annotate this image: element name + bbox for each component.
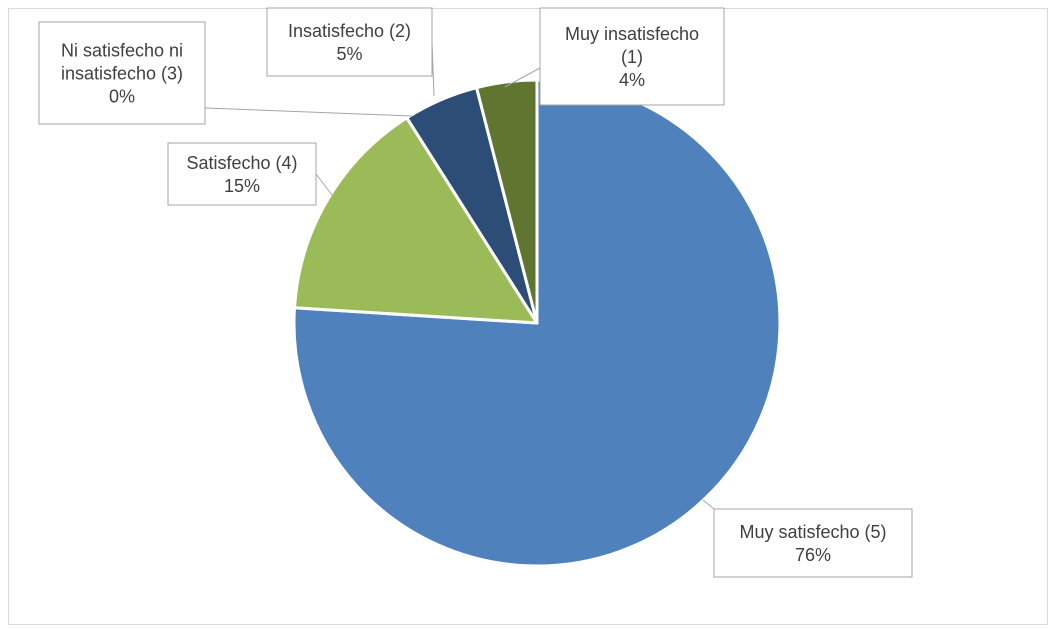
data-label-box (38, 21, 206, 125)
data-label-percent: 5% (336, 44, 362, 64)
data-label-box (539, 7, 725, 106)
data-label-satisfecho: Satisfecho (4) 15% (167, 142, 317, 206)
data-label-percent: 0% (109, 86, 135, 106)
data-label-percent: 4% (619, 70, 645, 90)
pie-slice-muy-insatisfecho (475, 78, 539, 325)
pie-slices (292, 78, 782, 568)
data-labels: Muy satisfecho (5) 76% Satisfecho (4) 15% Ni… (38, 7, 913, 578)
data-label-percent: 15% (224, 176, 260, 196)
data-label-ni-satisfecho-ni-insatisfecho: Ni satisfecho ni insatisfecho (3) 0% (38, 21, 206, 125)
data-label-category: Muy insatisfecho (565, 24, 699, 44)
leader-line-ni-satisfecho-ni-insatisfecho (204, 107, 413, 117)
data-label-category: Satisfecho (4) (186, 153, 297, 173)
data-label-box (713, 508, 913, 578)
data-label-muy-satisfecho: Muy satisfecho (5) 76% (713, 508, 913, 578)
data-label-insatisfecho: Insatisfecho (2) 5% (266, 7, 433, 77)
data-label-percent: 76% (795, 545, 831, 565)
data-label-box (266, 7, 433, 77)
leader-line-muy-satisfecho (702, 499, 715, 510)
data-label-category: Muy satisfecho (5) (739, 522, 886, 542)
data-label-box (167, 142, 317, 206)
data-label-category: Insatisfecho (2) (288, 21, 411, 41)
data-label-category: (1) (621, 47, 643, 67)
data-label-category: insatisfecho (3) (61, 63, 183, 83)
leader-line-muy-insatisfecho (504, 67, 541, 88)
pie-slice-satisfecho (292, 116, 539, 325)
data-label-category: Ni satisfecho ni (61, 40, 183, 60)
leader-line-satisfecho (315, 173, 333, 196)
data-label-muy-insatisfecho: Muy insatisfecho (1) 4% (539, 7, 725, 106)
